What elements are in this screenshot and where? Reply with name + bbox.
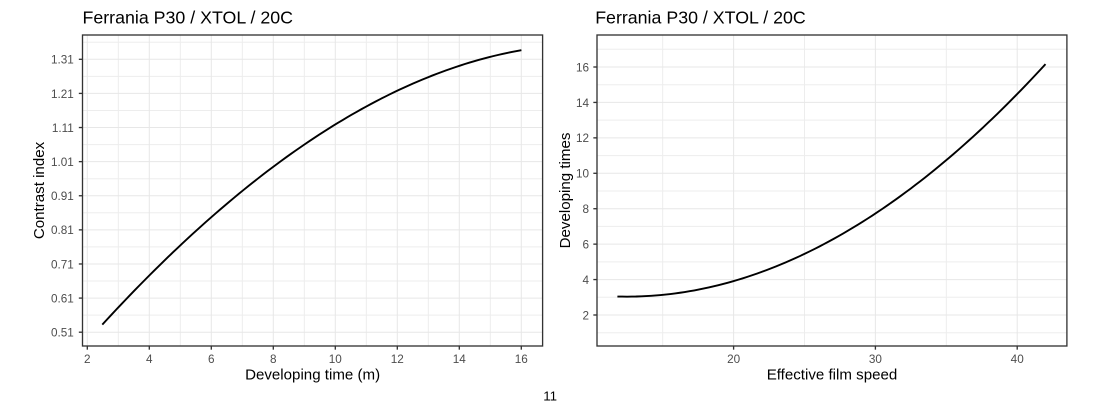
svg-text:10: 10 xyxy=(576,168,590,181)
svg-text:2: 2 xyxy=(84,353,91,366)
svg-text:12: 12 xyxy=(576,132,589,145)
svg-text:1.11: 1.11 xyxy=(52,122,74,135)
svg-text:Effective film speed: Effective film speed xyxy=(767,367,898,384)
svg-text:40: 40 xyxy=(1011,353,1025,366)
svg-text:12: 12 xyxy=(391,353,404,366)
svg-text:0.91: 0.91 xyxy=(51,190,74,203)
svg-text:Ferrania P30 / XTOL / 20C: Ferrania P30 / XTOL / 20C xyxy=(83,7,294,27)
svg-text:Contrast index: Contrast index xyxy=(31,141,48,239)
svg-text:0.51: 0.51 xyxy=(51,327,74,340)
svg-text:Ferrania P30 / XTOL / 20C: Ferrania P30 / XTOL / 20C xyxy=(595,7,806,27)
svg-text:10: 10 xyxy=(329,353,343,366)
svg-text:2: 2 xyxy=(582,309,589,322)
svg-text:1.01: 1.01 xyxy=(51,156,74,169)
svg-text:30: 30 xyxy=(869,353,883,366)
svg-text:0.81: 0.81 xyxy=(51,224,74,237)
svg-text:8: 8 xyxy=(582,203,589,216)
svg-text:14: 14 xyxy=(453,353,467,366)
svg-text:1.21: 1.21 xyxy=(51,88,74,101)
svg-text:1.31: 1.31 xyxy=(51,54,74,67)
svg-text:Developing times: Developing times xyxy=(557,133,574,249)
svg-text:0.61: 0.61 xyxy=(51,292,74,305)
svg-text:16: 16 xyxy=(576,61,589,74)
svg-text:14: 14 xyxy=(576,97,590,110)
svg-text:0.71: 0.71 xyxy=(51,258,74,271)
svg-text:20: 20 xyxy=(727,353,741,366)
svg-text:4: 4 xyxy=(582,274,589,287)
svg-text:8: 8 xyxy=(270,353,277,366)
svg-text:6: 6 xyxy=(208,353,215,366)
svg-text:16: 16 xyxy=(515,353,528,366)
svg-text:6: 6 xyxy=(582,238,589,251)
svg-text:11: 11 xyxy=(543,388,557,403)
svg-text:Developing time (m): Developing time (m) xyxy=(245,367,380,384)
svg-text:4: 4 xyxy=(146,353,153,366)
